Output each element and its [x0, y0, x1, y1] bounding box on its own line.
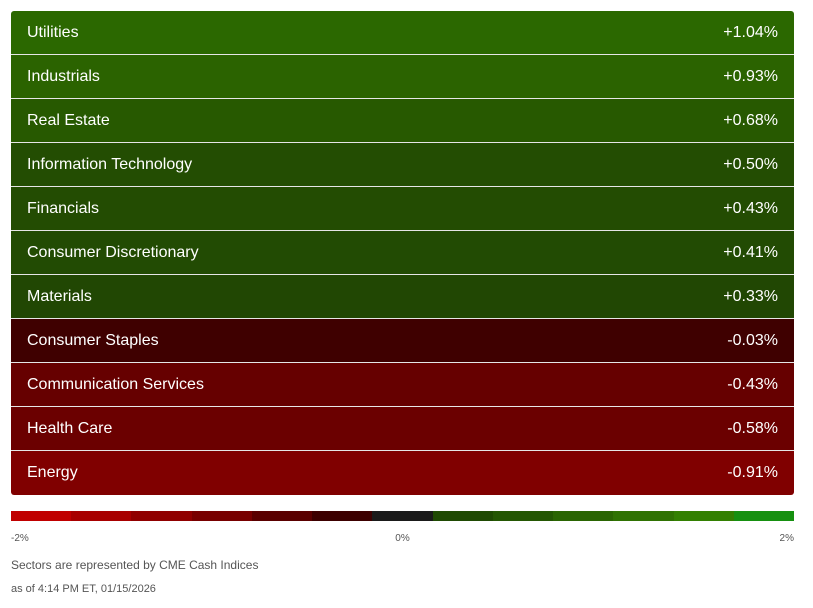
sector-row[interactable]: Materials +0.33%	[11, 275, 794, 319]
sector-row[interactable]: Energy -0.91%	[11, 451, 794, 495]
sector-performance-widget: Utilities +1.04% Industrials +0.93% Real Est…	[11, 11, 795, 595]
sector-row[interactable]: Consumer Discretionary +0.41%	[11, 231, 794, 275]
legend-swatch	[11, 511, 72, 521]
sector-name: Energy	[27, 464, 78, 481]
sector-name: Communication Services	[27, 375, 204, 393]
sector-change: -0.58%	[727, 419, 778, 437]
sector-name: Consumer Discretionary	[27, 243, 199, 261]
sector-name: Utilities	[27, 23, 79, 41]
sector-change: -0.03%	[727, 331, 778, 349]
legend-swatch	[733, 511, 795, 521]
sector-row[interactable]: Utilities +1.04%	[11, 11, 794, 55]
sector-name: Real Estate	[27, 111, 110, 129]
sector-change: +0.43%	[723, 199, 778, 217]
sector-row[interactable]: Financials +0.43%	[11, 187, 794, 231]
scale-mid-label: 0%	[395, 533, 410, 544]
sector-change: +0.93%	[723, 67, 778, 85]
sector-change: +1.04%	[723, 23, 778, 41]
sector-row[interactable]: Information Technology +0.50%	[11, 143, 794, 187]
legend-swatch	[432, 511, 493, 521]
color-scale-labels: -2% 0% 2%	[11, 533, 794, 547]
sector-name: Industrials	[27, 67, 100, 85]
sector-name: Financials	[27, 199, 100, 217]
sector-name: Consumer Staples	[27, 331, 159, 349]
sector-row[interactable]: Health Care -0.58%	[11, 407, 794, 451]
legend-swatch	[131, 511, 192, 521]
legend-swatch	[673, 511, 734, 521]
legend-swatch	[492, 511, 554, 521]
source-note: Sectors are represented by CME Cash Indi…	[11, 558, 259, 572]
legend-swatch	[613, 511, 674, 521]
sector-row[interactable]: Communication Services -0.43%	[11, 363, 794, 407]
sector-row[interactable]: Industrials +0.93%	[11, 55, 794, 99]
sector-change: +0.33%	[723, 287, 778, 305]
sector-list: Utilities +1.04% Industrials +0.93% Real Est…	[11, 11, 794, 495]
timestamp-note: as of 4:14 PM ET, 01/15/2026	[11, 583, 156, 595]
legend-swatch	[251, 511, 313, 521]
legend-swatch	[553, 511, 614, 521]
sector-change: -0.91%	[727, 464, 778, 481]
legend-swatch	[191, 511, 252, 521]
sector-change: +0.41%	[723, 243, 778, 261]
scale-max-label: 2%	[779, 533, 794, 544]
sector-name: Information Technology	[27, 155, 193, 173]
sector-change: +0.68%	[723, 111, 778, 129]
scale-min-label: -2%	[11, 533, 29, 544]
legend-swatch	[372, 511, 433, 521]
sector-name: Materials	[27, 287, 92, 305]
sector-name: Health Care	[27, 419, 113, 437]
sector-row[interactable]: Consumer Staples -0.03%	[11, 319, 794, 363]
sector-change: -0.43%	[727, 375, 778, 393]
legend-swatch	[312, 511, 373, 521]
legend-swatch	[71, 511, 132, 521]
sector-row[interactable]: Real Estate +0.68%	[11, 99, 794, 143]
color-scale-legend	[11, 511, 795, 521]
sector-change: +0.50%	[723, 155, 778, 173]
